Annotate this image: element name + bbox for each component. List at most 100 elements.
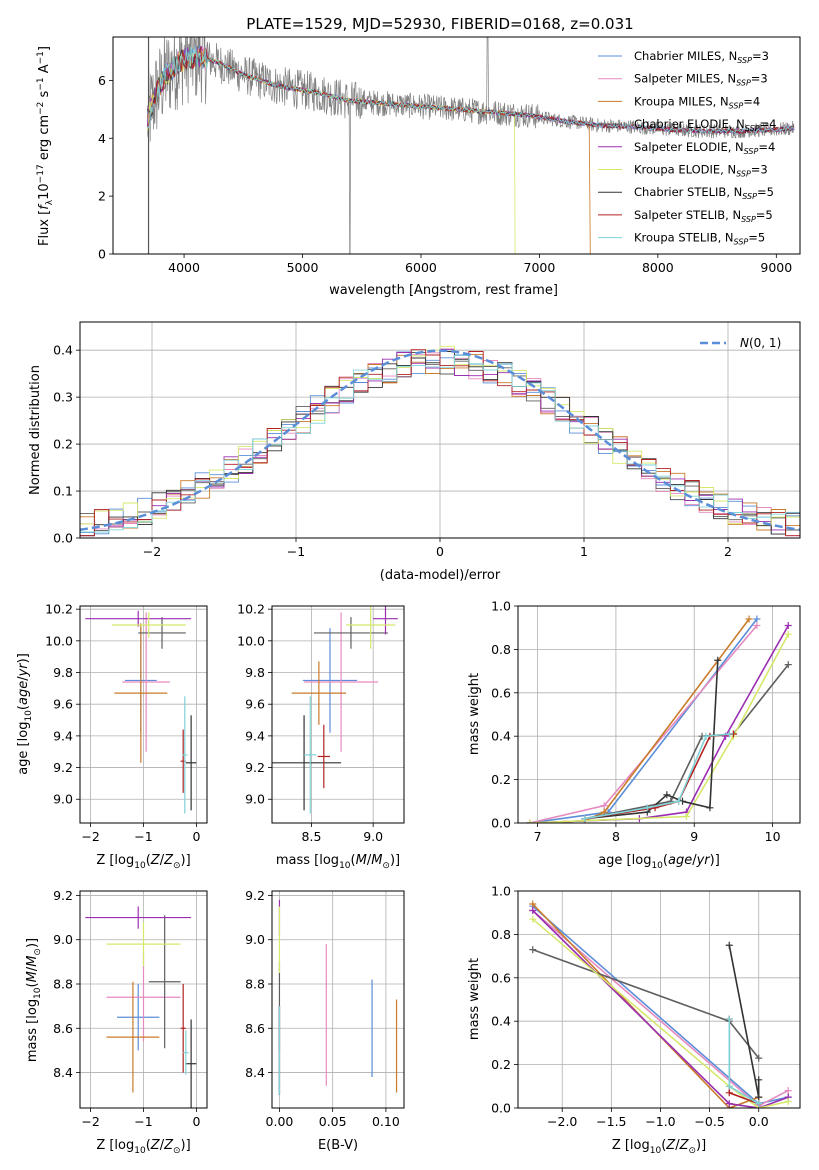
y-tick-label: 8.8: [245, 977, 265, 992]
y-tick-label: 9.8: [245, 665, 265, 680]
mass-weight-marker: [755, 1076, 763, 1084]
x-tick-label: 9.0: [363, 829, 383, 844]
mass-weight-marker: [682, 812, 690, 820]
mass-weight-marker: [753, 622, 761, 630]
x-tick-label: −1: [134, 1114, 152, 1129]
mass-weight-marker: [753, 615, 761, 623]
x-tick-label: 9000: [760, 260, 792, 275]
x-tick-label: 4000: [168, 260, 200, 275]
plot-area: [80, 345, 800, 537]
plot-area: [85, 610, 197, 814]
mass-weight-marker: [784, 630, 792, 638]
x-axis-label: Z [log10(Z/Z⊙)]: [96, 853, 190, 871]
mass-weight-line-3: [532, 948, 760, 1059]
y-tick-label: 0.8: [491, 927, 511, 942]
plot-area: [529, 900, 792, 1108]
y-tick-label: 9.2: [245, 888, 265, 903]
x-axis-label: E(B-V): [318, 1138, 358, 1153]
y-tick-label: 0.0: [491, 1101, 511, 1116]
y-tick-label: 10.0: [237, 633, 265, 648]
x-tick-label: 0: [192, 829, 200, 844]
plot-area: [526, 615, 792, 823]
x-tick-label: 2: [724, 544, 732, 559]
y-tick-label: 0.6: [491, 685, 511, 700]
x-tick-label: 10: [765, 829, 781, 844]
y-tick-label: 0.2: [491, 772, 511, 787]
ticks: 4000 5000 6000 7000 8000 9000 0 2 4 6: [98, 73, 792, 275]
panel-age-vs-z: −2 −1 0 9.0 9.2 9.4 9.6 9.8 10.0 10.2: [45, 602, 208, 844]
panel-mass-vs-ebv: 0.00 0.05 0.10 8.4 8.6 8.8 9.0 9.2 E(B-V): [245, 888, 405, 1153]
mass-weight-line-4: [532, 909, 789, 1108]
residual-histogram-8: [80, 355, 800, 533]
mass-weight-line-4: [529, 625, 789, 823]
legend-entry: Kroupa MILES, NSSP=4: [634, 94, 760, 110]
ticks: −2 −1 0 1 2 0.0 0.1 0.2 0.3 0.4: [53, 343, 732, 559]
mass-weight-marker: [726, 730, 733, 738]
panel-spectrum: 4000 5000 6000 7000 8000 9000 0 2 4 6 Chabrier MIL…: [98, 36, 801, 298]
legend-entry: Kroupa ELODIE, NSSP=3: [634, 163, 768, 179]
y-axis-label: Normed distribution: [28, 365, 43, 495]
plot-area: [272, 606, 398, 814]
y-axis-label: age [log10(age/yr)]: [16, 653, 34, 775]
y-tick-label: 8.4: [53, 1065, 73, 1080]
y-tick-label: 9.2: [245, 760, 265, 775]
mass-weight-marker: [706, 804, 714, 812]
y-tick-label: 9.8: [53, 665, 73, 680]
y-tick-label: 9.2: [53, 888, 73, 903]
legend-entry: Salpeter STELIB, NSSP=5: [634, 208, 773, 224]
y-tick-label: 0: [98, 247, 106, 262]
plot-area: [146, 37, 795, 254]
legend-entry: Salpeter MILES, NSSP=3: [634, 72, 768, 88]
ticks: 7 8 9 10 0.0 0.2 0.4 0.6 0.8 1.0: [491, 599, 780, 845]
panel-mass-weight-vs-z: −2.0 −1.5 −1.0 −0.5 0.0 0.0 0.2 0.4 0.6 0.8 1.0 mas…: [467, 884, 801, 1129]
y-tick-label: 10.2: [45, 602, 73, 617]
x-tick-label: 7000: [524, 260, 556, 275]
plot-area: [278, 899, 398, 1095]
panel-mass-weight-vs-age: 7 8 9 10 0.0 0.2 0.4 0.6 0.8 1.0 mass weight: [467, 599, 801, 845]
x-tick-label: −2.0: [547, 1114, 577, 1129]
x-tick-label: −2: [81, 829, 99, 844]
y-tick-label: 2: [98, 189, 106, 204]
mass-weight-marker: [755, 1100, 763, 1108]
y-tick-label: 1.0: [491, 599, 511, 614]
x-tick-label: −1.5: [596, 1114, 626, 1129]
x-tick-label: −1: [134, 829, 152, 844]
x-axis-label: Z [log10(Z/Z⊙)]: [96, 1138, 190, 1156]
legend-entry: Chabrier STELIB, NSSP=5: [634, 185, 774, 201]
x-tick-label: 9: [690, 829, 698, 844]
mass-weight-marker: [526, 819, 534, 823]
y-tick-label: 4: [98, 131, 106, 146]
model-spectrum-5: [146, 49, 516, 254]
x-tick-label: 0: [436, 544, 444, 559]
axes-frame: [112, 36, 801, 255]
mass-weight-marker: [725, 941, 733, 949]
y-tick-label: 9.0: [53, 932, 73, 947]
y-axis-label: Flux [fλ10−17 erg cm−2 s−1 A−1]: [36, 46, 55, 246]
x-tick-label: 0: [192, 1114, 200, 1129]
mass-weight-marker: [663, 791, 671, 799]
mass-weight-marker: [725, 1100, 733, 1108]
x-tick-label: 0.05: [319, 1114, 347, 1129]
legend-entry: Kroupa STELIB, NSSP=5: [634, 231, 765, 247]
mass-weight-marker: [600, 802, 608, 810]
x-tick-label: 5000: [287, 260, 319, 275]
y-tick-label: 0.4: [53, 343, 73, 358]
legend-entry: N(0, 1): [740, 336, 781, 350]
figure-title: PLATE=1529, MJD=52930, FIBERID=0168, z=0…: [246, 15, 633, 33]
axes-frame: [79, 890, 208, 1109]
y-axis-label: mass [log10(M/M⊙)]: [25, 938, 43, 1062]
y-tick-label: 6: [98, 73, 106, 88]
mass-weight-marker: [581, 815, 589, 823]
mass-weight-marker: [784, 1097, 792, 1105]
mass-weight-line-6: [584, 660, 719, 820]
x-axis-label: wavelength [Angstrom, rest frame]: [329, 283, 558, 298]
y-tick-label: 9.6: [53, 697, 73, 712]
y-tick-label: 8.4: [245, 1065, 265, 1080]
y-axis-label: mass weight: [467, 673, 482, 755]
y-tick-label: 8.8: [53, 977, 73, 992]
x-tick-label: 1: [580, 544, 588, 559]
y-tick-label: 0.2: [491, 1057, 511, 1072]
x-tick-label: 8000: [642, 260, 674, 275]
